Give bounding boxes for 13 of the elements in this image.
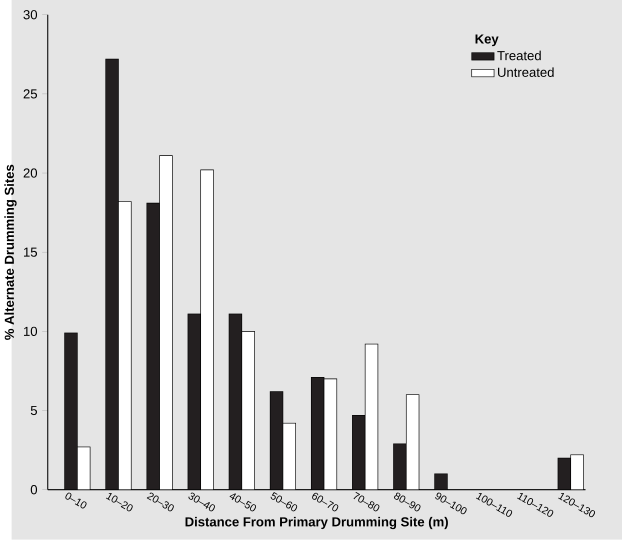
y-tick-label: 30 [23, 10, 38, 20]
legend-title: Key [476, 34, 499, 46]
legend-label: Treated [497, 50, 541, 60]
x-axis-title: Distance From Primary Drumming Site (m) [186, 517, 448, 530]
y-tick-label: 20 [24, 168, 38, 178]
y-tick-label: 5 [30, 406, 37, 416]
y-axis-title: % Alternate Drumming Sites [4, 164, 17, 340]
legend-label: Untreated [498, 67, 554, 78]
x-tick-label: 0–10 [65, 492, 87, 509]
y-tick-label: 15 [24, 248, 37, 257]
y-tick-label: 0 [30, 485, 38, 494]
y-tick-label: 10 [24, 326, 38, 336]
y-tick-label: 25 [24, 89, 37, 99]
